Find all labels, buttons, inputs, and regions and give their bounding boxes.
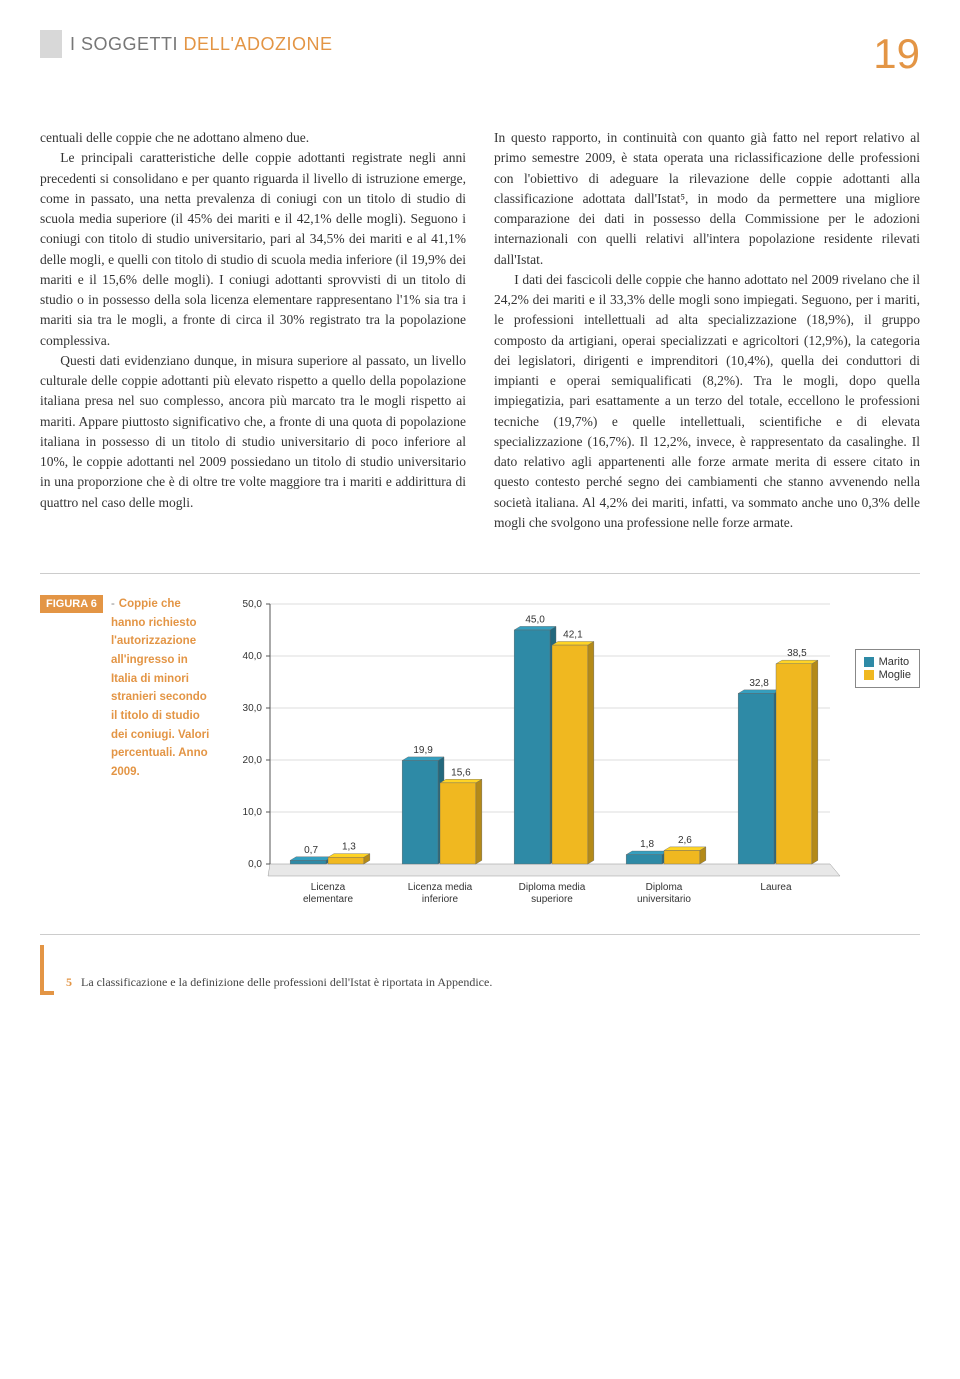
figure-badge: FIGURA 6 [40, 595, 103, 613]
figure-label: FIGURA 6 - Coppie che hanno richiesto l'… [40, 594, 210, 781]
svg-text:0,7: 0,7 [304, 845, 318, 856]
figure-6: FIGURA 6 - Coppie che hanno richiesto l'… [40, 573, 920, 935]
section-title-suffix: DELL'ADOZIONE [184, 34, 333, 54]
footnote-area: 5 La classificazione e la definizione de… [40, 975, 920, 1025]
column-left: centuali delle coppie che ne adottano al… [40, 128, 466, 533]
legend-swatch-moglie [864, 670, 874, 680]
body-paragraph: Questi dati evidenziano dunque, in misur… [40, 351, 466, 513]
svg-text:15,6: 15,6 [451, 767, 471, 778]
svg-text:32,8: 32,8 [749, 678, 769, 689]
svg-text:Licenza media: Licenza media [408, 882, 473, 893]
svg-text:40,0: 40,0 [243, 651, 263, 662]
footnote-text: La classificazione e la definizione dell… [81, 975, 492, 989]
svg-text:universitario: universitario [637, 894, 691, 905]
svg-text:elementare: elementare [303, 894, 353, 905]
section-title: I SOGGETTI DELL'ADOZIONE [40, 30, 333, 58]
svg-text:0,0: 0,0 [248, 859, 262, 870]
footnote-decoration [40, 945, 54, 995]
svg-text:Diploma media: Diploma media [519, 882, 586, 893]
svg-text:19,9: 19,9 [413, 745, 433, 756]
svg-text:1,8: 1,8 [640, 839, 654, 850]
figure-badge-wrap: FIGURA 6 [40, 594, 103, 781]
svg-text:30,0: 30,0 [243, 703, 263, 714]
svg-text:2,6: 2,6 [678, 835, 692, 846]
figure-caption-wrap: - Coppie che hanno richiesto l'autorizza… [111, 594, 210, 781]
legend-item-moglie: Moglie [864, 669, 911, 681]
svg-text:superiore: superiore [531, 894, 573, 905]
svg-text:38,5: 38,5 [787, 648, 807, 659]
body-columns: centuali delle coppie che ne adottano al… [40, 128, 920, 533]
body-paragraph: Le principali caratteristiche delle copp… [40, 148, 466, 351]
svg-text:inferiore: inferiore [422, 894, 459, 905]
section-title-prefix: I SOGGETTI [70, 34, 178, 54]
title-decoration-block [40, 30, 62, 58]
footnote: 5 La classificazione e la definizione de… [66, 975, 492, 990]
svg-text:20,0: 20,0 [243, 755, 263, 766]
body-paragraph: In questo rapporto, in continuità con qu… [494, 128, 920, 270]
body-paragraph: centuali delle coppie che ne adottano al… [40, 128, 466, 148]
legend-swatch-marito [864, 657, 874, 667]
column-right: In questo rapporto, in continuità con qu… [494, 128, 920, 533]
svg-text:45,0: 45,0 [525, 614, 545, 625]
svg-text:1,3: 1,3 [342, 842, 356, 853]
chart-area: 0,0 10,0 20,0 30,0 40,0 50,0 0,7 1,3 Licenzaelem… [228, 594, 920, 914]
svg-text:10,0: 10,0 [243, 807, 263, 818]
page-number: 19 [873, 30, 920, 78]
chart-legend: Marito Moglie [855, 649, 920, 688]
figure-dash: - [111, 598, 115, 610]
svg-text:42,1: 42,1 [563, 629, 583, 640]
svg-text:Diploma: Diploma [646, 882, 683, 893]
svg-text:Licenza: Licenza [311, 882, 346, 893]
svg-text:50,0: 50,0 [243, 599, 263, 610]
body-paragraph: I dati dei fascicoli delle coppie che ha… [494, 270, 920, 533]
page-header: I SOGGETTI DELL'ADOZIONE 19 [40, 30, 920, 78]
figure-caption: Coppie che hanno richiesto l'autorizzazi… [111, 598, 209, 778]
legend-item-marito: Marito [864, 656, 911, 668]
section-title-text: I SOGGETTI DELL'ADOZIONE [70, 34, 333, 55]
bar-chart: 0,0 10,0 20,0 30,0 40,0 50,0 0,7 1,3 Licenzaelem… [228, 594, 878, 914]
svg-text:Laurea: Laurea [760, 882, 792, 893]
legend-label: Moglie [879, 669, 911, 681]
footnote-number: 5 [66, 975, 72, 989]
legend-label: Marito [879, 656, 910, 668]
